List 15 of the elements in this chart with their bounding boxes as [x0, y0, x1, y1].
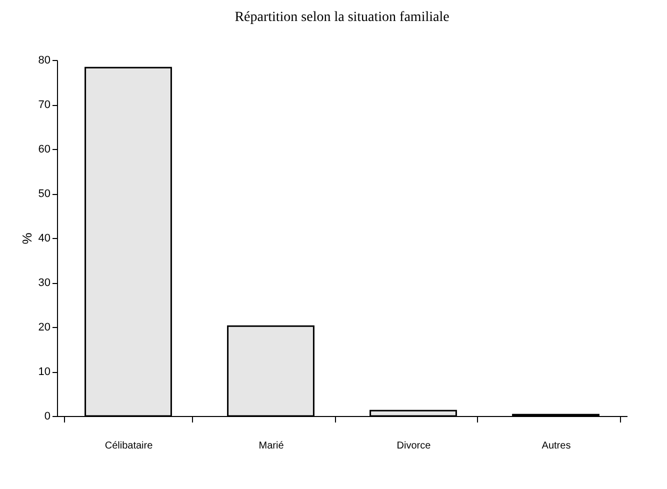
y-tick-label: 50 [38, 188, 50, 200]
x-tick-label: Célibataire [104, 440, 154, 452]
x-tick-label: Divorce [396, 440, 432, 452]
x-tick-label: Marié [258, 440, 284, 452]
y-axis-title: % [19, 232, 34, 244]
y-tick-label: 60 [38, 144, 50, 156]
y-tick-label: 40 [38, 232, 50, 244]
y-tick-label: 0 [44, 410, 50, 422]
y-tick-label: 20 [38, 322, 50, 334]
y-tick-label: 80 [38, 54, 50, 66]
y-tick-label: 70 [38, 99, 50, 111]
chart-title: Répartition selon la situation familiale [234, 10, 450, 25]
x-tick-label: Autres [542, 440, 571, 452]
y-tick-label: 30 [38, 277, 50, 289]
y-tick-label: 10 [38, 366, 50, 378]
